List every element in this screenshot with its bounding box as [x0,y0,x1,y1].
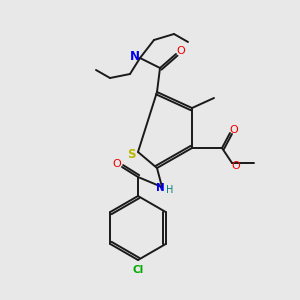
Text: O: O [112,159,122,169]
Text: H: H [166,185,174,195]
Text: O: O [230,125,238,135]
Text: N: N [130,50,140,62]
Text: Cl: Cl [132,265,144,275]
Text: S: S [127,148,135,161]
Text: O: O [177,46,185,56]
Text: O: O [232,161,240,171]
Text: N: N [156,183,164,193]
